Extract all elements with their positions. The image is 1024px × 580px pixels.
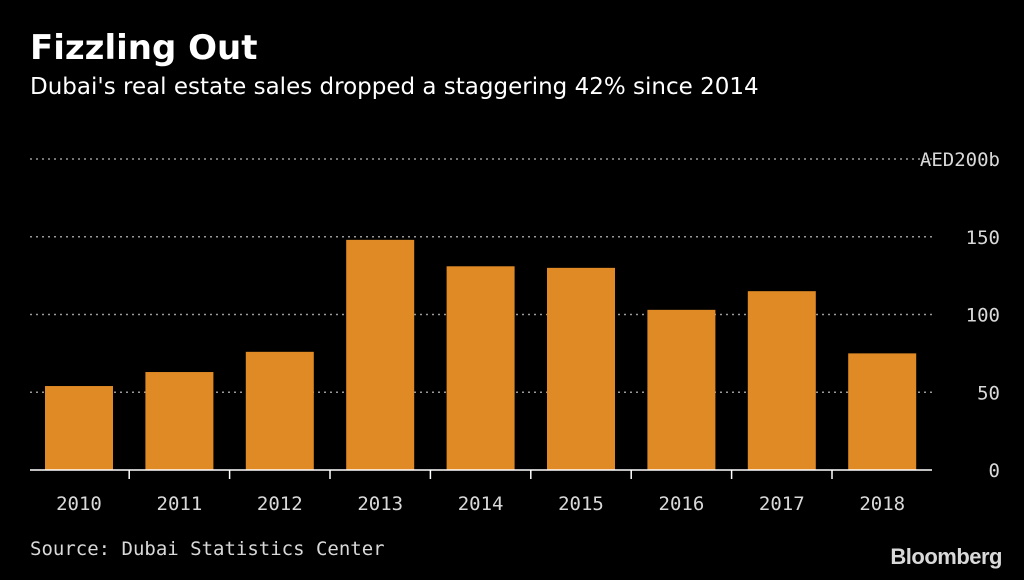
bar-2017 [747, 291, 816, 470]
x-tick-label-2013: 2013 [357, 493, 403, 515]
bar-2015 [547, 267, 615, 470]
x-tick-label-2017: 2017 [759, 493, 805, 515]
x-tick-label-2018: 2018 [859, 493, 905, 515]
y-tick-label-200: AED200b [920, 149, 1000, 171]
bar-2012 [245, 351, 314, 470]
source-note: Source: Dubai Statistics Center [30, 538, 385, 560]
x-tick-label-2016: 2016 [659, 493, 705, 515]
bar-2011 [145, 372, 214, 470]
bar-2013 [346, 239, 415, 470]
y-tick-label-0: 0 [989, 460, 1000, 482]
x-tick-label-2010: 2010 [56, 493, 102, 515]
y-tick-label-100: 100 [966, 305, 1000, 327]
x-tick-label-2011: 2011 [157, 493, 203, 515]
x-tick-label-2015: 2015 [558, 493, 604, 515]
chart-subtitle: Dubai's real estate sales dropped a stag… [30, 74, 759, 100]
bar-2016 [647, 309, 716, 470]
bloomberg-logo: Bloomberg [890, 544, 1002, 569]
x-tick-label-2014: 2014 [458, 493, 504, 515]
y-tick-label-50: 50 [977, 382, 1000, 404]
y-tick-label-150: 150 [966, 227, 1000, 249]
bar-2010 [45, 386, 113, 470]
chart-title: Fizzling Out [30, 28, 258, 68]
bar-2014 [446, 266, 515, 470]
x-tick-label-2012: 2012 [257, 493, 303, 515]
bar-2018 [848, 353, 917, 470]
